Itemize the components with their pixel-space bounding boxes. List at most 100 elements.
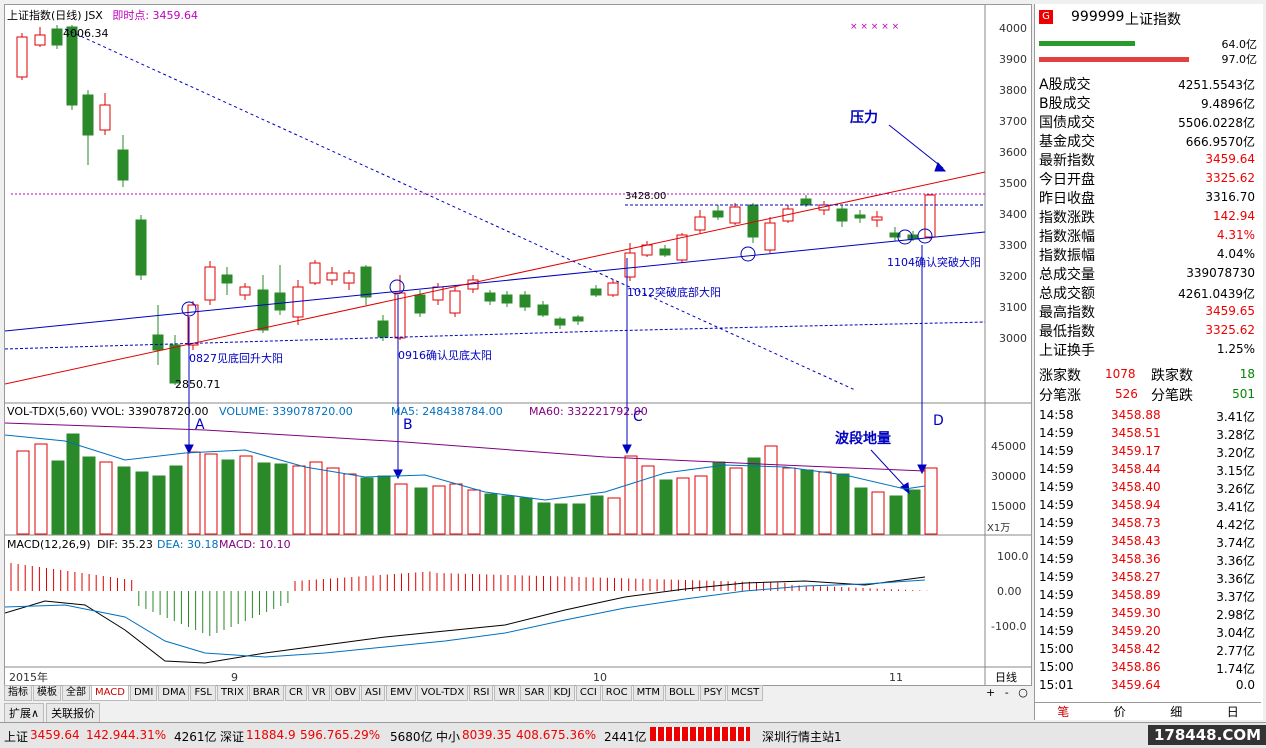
tick-row: 14:59 3458.73 4.42亿 — [1035, 514, 1261, 532]
tick-row: 14:59 3458.44 3.15亿 — [1035, 460, 1261, 478]
volume-bar — [624, 455, 638, 535]
tick-time: 14:59 — [1039, 624, 1074, 638]
tab-detail[interactable]: 细 — [1170, 705, 1183, 719]
stat-row: 总成交量 339078730 — [1035, 264, 1261, 283]
tick-time: 14:59 — [1039, 516, 1074, 530]
indicator-tab-macd[interactable]: MACD — [91, 685, 129, 701]
indicator-tab-cr[interactable]: CR — [285, 685, 307, 701]
indicator-tab-dmi[interactable]: DMI — [129, 685, 158, 701]
price-tick: 3500 — [999, 177, 1027, 190]
tick-amount: 2.77亿 — [1216, 644, 1255, 658]
watermark-logo: 178448.COM — [1148, 725, 1266, 745]
indicator-tab-rsi[interactable]: RSI — [469, 685, 494, 701]
stat-label: 国债成交 — [1039, 115, 1095, 131]
tick-time: 14:59 — [1039, 444, 1074, 458]
stat-label: 指数涨幅 — [1039, 229, 1095, 245]
volume-bar — [343, 473, 357, 535]
indicator-tab-wr[interactable]: WR — [494, 685, 520, 701]
macd-dea: DEA: 30.18 — [157, 538, 218, 551]
indicator-tab-asi[interactable]: ASI — [361, 685, 386, 701]
volume-bar — [924, 467, 938, 535]
candle-body — [537, 304, 549, 316]
up-count-label: 涨家数 — [1039, 368, 1081, 384]
down-count-label: 跌家数 — [1151, 368, 1193, 384]
tick-time: 15:01 — [1039, 678, 1074, 692]
tick-amount: 3.41亿 — [1216, 500, 1255, 514]
tick-row: 14:59 3458.27 3.36亿 — [1035, 568, 1261, 586]
rising-trendline — [5, 171, 986, 385]
sh-pct: 4.31% — [128, 728, 167, 742]
reset-button[interactable]: ○ — [1018, 686, 1028, 699]
buy-bar-value: 64.0亿 — [1221, 38, 1258, 51]
kline-panel[interactable]: 上证指数(日线) JSX 即时点: 3459.64 — [4, 4, 1032, 686]
indicator-tab-vol-tdx[interactable]: VOL-TDX — [416, 685, 469, 701]
indicator-tab-全部[interactable]: 全部 — [62, 685, 90, 701]
tick-up-value: 526 — [1115, 387, 1138, 401]
tick-price: 3458.43 — [1111, 534, 1161, 548]
related-quote-tab[interactable]: 关联报价 — [46, 703, 101, 723]
volume-bar — [187, 451, 201, 535]
tick-amount: 3.15亿 — [1216, 464, 1255, 478]
volume-bar — [34, 443, 48, 535]
indicator-tab-brar[interactable]: BRAR — [248, 685, 284, 701]
indicator-tab-sar[interactable]: SAR — [520, 685, 549, 701]
tab-day[interactable]: 日 — [1226, 705, 1239, 719]
indicator-tab-vr[interactable]: VR — [307, 685, 330, 701]
stat-row: 最新指数 3459.64 — [1035, 150, 1261, 169]
candle-body — [257, 289, 269, 331]
macd-dea-line — [5, 579, 926, 658]
tick-price: 3458.86 — [1111, 660, 1161, 674]
volume-bar — [467, 489, 481, 535]
price-tick: 3000 — [999, 332, 1027, 345]
kline-chart[interactable]: 4000 3900 3800 3700 3600 3500 3400 3300 3200 3100… — [5, 5, 1031, 685]
indicator-tab-emv[interactable]: EMV — [386, 685, 416, 701]
stat-label: 指数振幅 — [1039, 248, 1095, 264]
indicator-tab-mtm[interactable]: MTM — [632, 685, 664, 701]
marker-label-a: A — [195, 417, 205, 433]
indicator-tab-boll[interactable]: BOLL — [664, 685, 699, 701]
candle-body — [82, 94, 94, 136]
volume-bar — [889, 495, 903, 535]
indicator-tab-模板[interactable]: 模板 — [33, 685, 61, 701]
tab-ticks[interactable]: 笔 — [1057, 705, 1070, 719]
stat-row: 昨日收盘 3316.70 — [1035, 188, 1261, 207]
stat-label: 基金成交 — [1039, 134, 1095, 150]
indicator-tab-fsl[interactable]: FSL — [190, 685, 216, 701]
period-label[interactable]: 日线 — [995, 670, 1017, 684]
zx-amount: 2441亿 — [604, 730, 647, 744]
zoom-out-button[interactable]: - — [1004, 686, 1009, 699]
indicator-tab-dma[interactable]: DMA — [158, 685, 190, 701]
tick-time: 14:59 — [1039, 570, 1074, 584]
indicator-tab-mcst[interactable]: MCST — [727, 685, 764, 701]
indicator-tab-roc[interactable]: ROC — [601, 685, 632, 701]
stat-value: 9.4896亿 — [1201, 97, 1255, 111]
stat-value: 5506.0228亿 — [1178, 116, 1255, 130]
tick-amount: 2.98亿 — [1216, 608, 1255, 622]
candle-body — [99, 104, 111, 131]
indicator-tab-psy[interactable]: PSY — [699, 685, 727, 701]
expand-tab[interactable]: 扩展∧ — [4, 703, 45, 723]
tick-amount: 3.28亿 — [1216, 428, 1255, 442]
stat-label: 最新指数 — [1039, 153, 1095, 169]
tick-time: 14:59 — [1039, 426, 1074, 440]
price-tick: 3200 — [999, 270, 1027, 283]
zoom-in-button[interactable]: + — [986, 686, 996, 699]
marker-circle-b — [389, 279, 405, 295]
macd-tick: -100.0 — [991, 620, 1026, 633]
indicator-tab-kdj[interactable]: KDJ — [549, 685, 575, 701]
indicator-tab-指标[interactable]: 指标 — [4, 685, 32, 701]
stat-label: 最高指数 — [1039, 305, 1095, 321]
stat-row: 上证换手 1.25% — [1035, 340, 1261, 359]
indicator-tab-obv[interactable]: OBV — [330, 685, 360, 701]
volume-bar — [641, 465, 655, 535]
sz-value: 11884.9 — [246, 728, 296, 742]
stat-value: 3316.70 — [1205, 190, 1255, 204]
tab-price[interactable]: 价 — [1113, 705, 1126, 719]
indicator-tab-cci[interactable]: CCI — [575, 685, 601, 701]
tick-price: 3458.88 — [1111, 408, 1161, 422]
zoom-controls: + - ○ — [986, 686, 1028, 699]
indicator-tab-trix[interactable]: TRIX — [216, 685, 248, 701]
server-name[interactable]: 深圳行情主站1 — [762, 730, 842, 744]
sz-label: 深证 — [220, 730, 245, 744]
